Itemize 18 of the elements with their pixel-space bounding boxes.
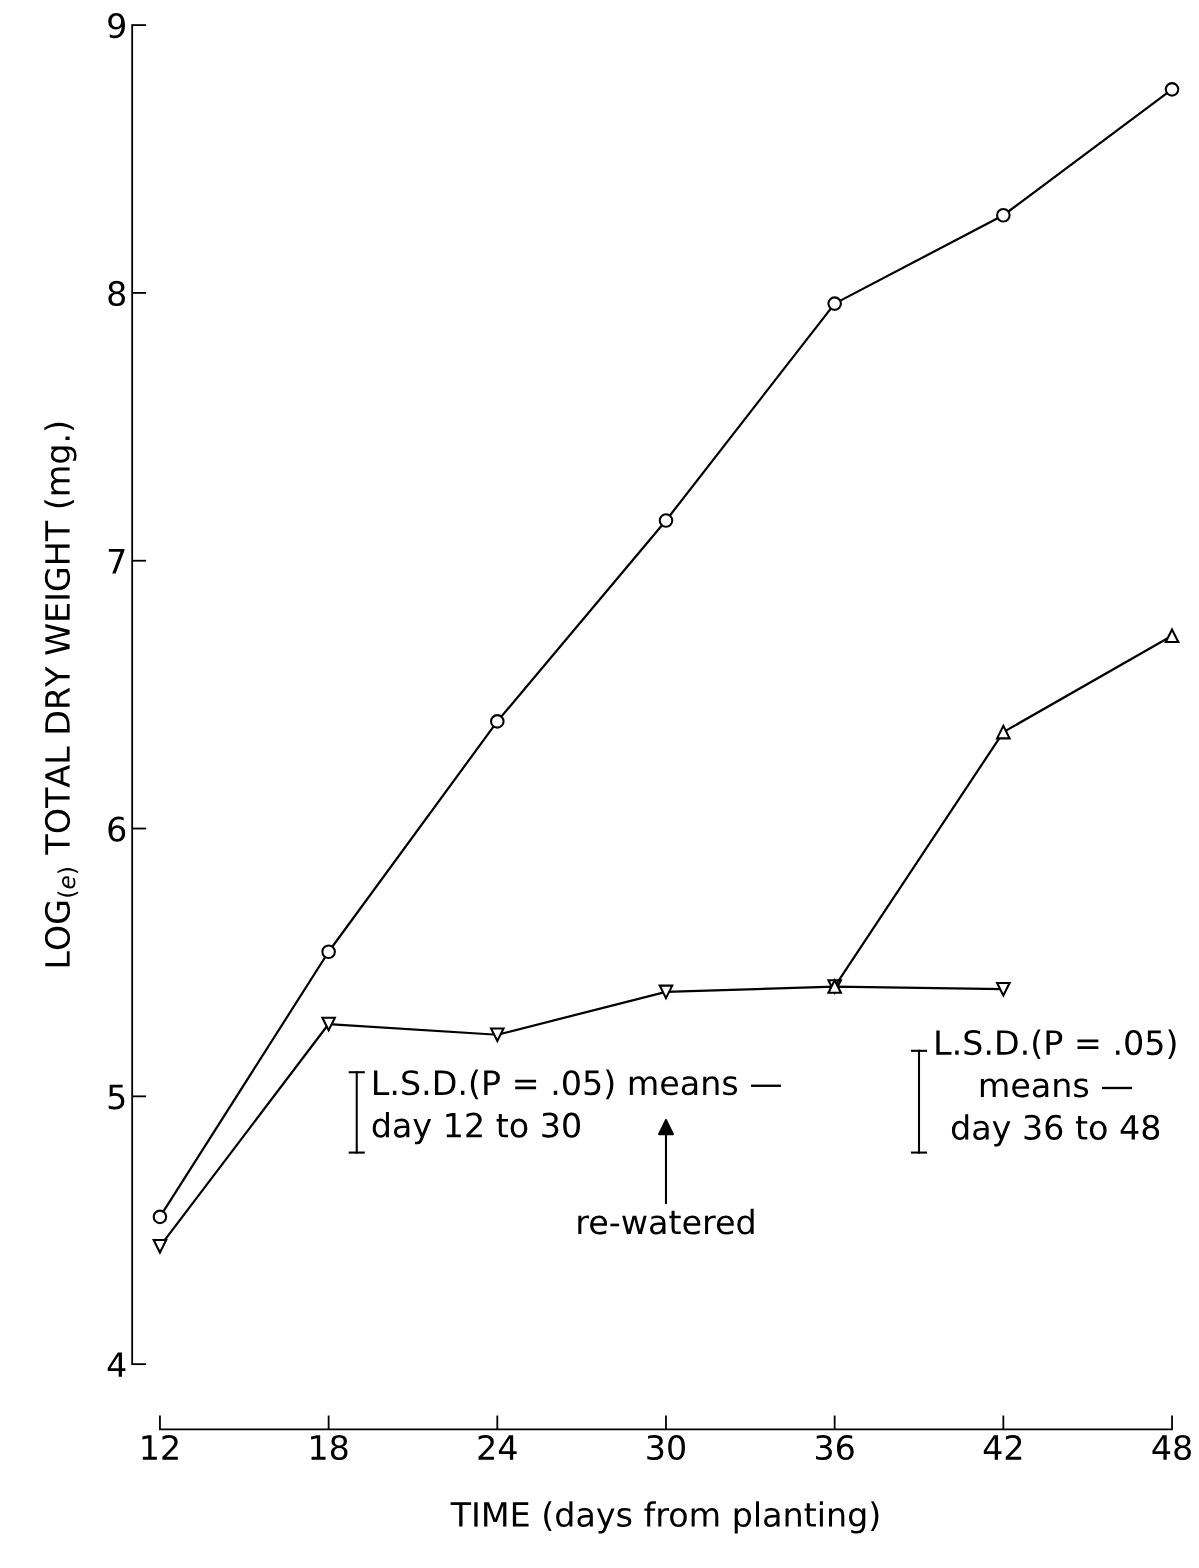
x-tick-label: 18 [311,1434,348,1461]
y-tick-label: 8 [108,280,126,307]
y-tick-label: 6 [108,816,126,842]
y-tick-label: 7 [108,549,125,574]
y-tick-label: 9 [108,13,125,39]
y-tick-label: 5 [108,1084,125,1110]
annotation: L.S.D.(P = .05) means — day 36 to 48 [936,1029,1176,1147]
x-axis-title: TIME (days from planting) [450,1501,879,1534]
annotation: L.S.D.(P = .05) means — day 12 to 30 [372,1069,782,1145]
x-tick-label: 42 [983,1434,1022,1460]
x-tick-label: 48 [1152,1434,1191,1461]
x-tick-label: 36 [816,1434,854,1461]
annotation: re-watered [578,1208,754,1235]
y-tick-label: 4 [107,1352,126,1377]
x-tick-label: 30 [647,1434,685,1461]
x-tick-label: 24 [478,1434,517,1460]
y-axis-title: LOG$_{(e)}$ TOTAL DRY WEIGHT (mg.) [44,422,79,967]
x-tick-label: 12 [142,1434,178,1460]
